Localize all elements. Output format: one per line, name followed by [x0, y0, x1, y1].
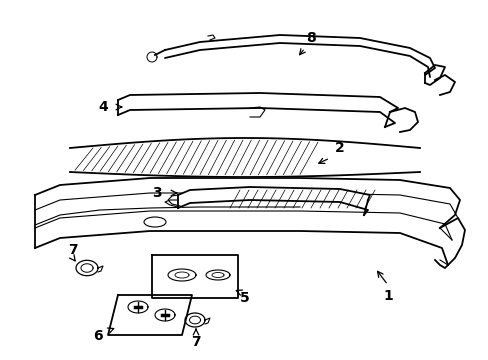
- Text: 7: 7: [191, 335, 201, 349]
- Text: 7: 7: [68, 243, 78, 257]
- Text: 3: 3: [152, 186, 162, 200]
- Text: 6: 6: [93, 329, 102, 343]
- Text: 4: 4: [98, 100, 108, 114]
- Polygon shape: [118, 93, 397, 127]
- Polygon shape: [178, 187, 369, 215]
- Polygon shape: [70, 138, 419, 177]
- Text: 2: 2: [334, 141, 344, 155]
- Text: 8: 8: [305, 31, 315, 45]
- Polygon shape: [434, 218, 464, 268]
- Polygon shape: [35, 178, 459, 265]
- Text: 1: 1: [382, 289, 392, 303]
- Text: 5: 5: [240, 291, 249, 305]
